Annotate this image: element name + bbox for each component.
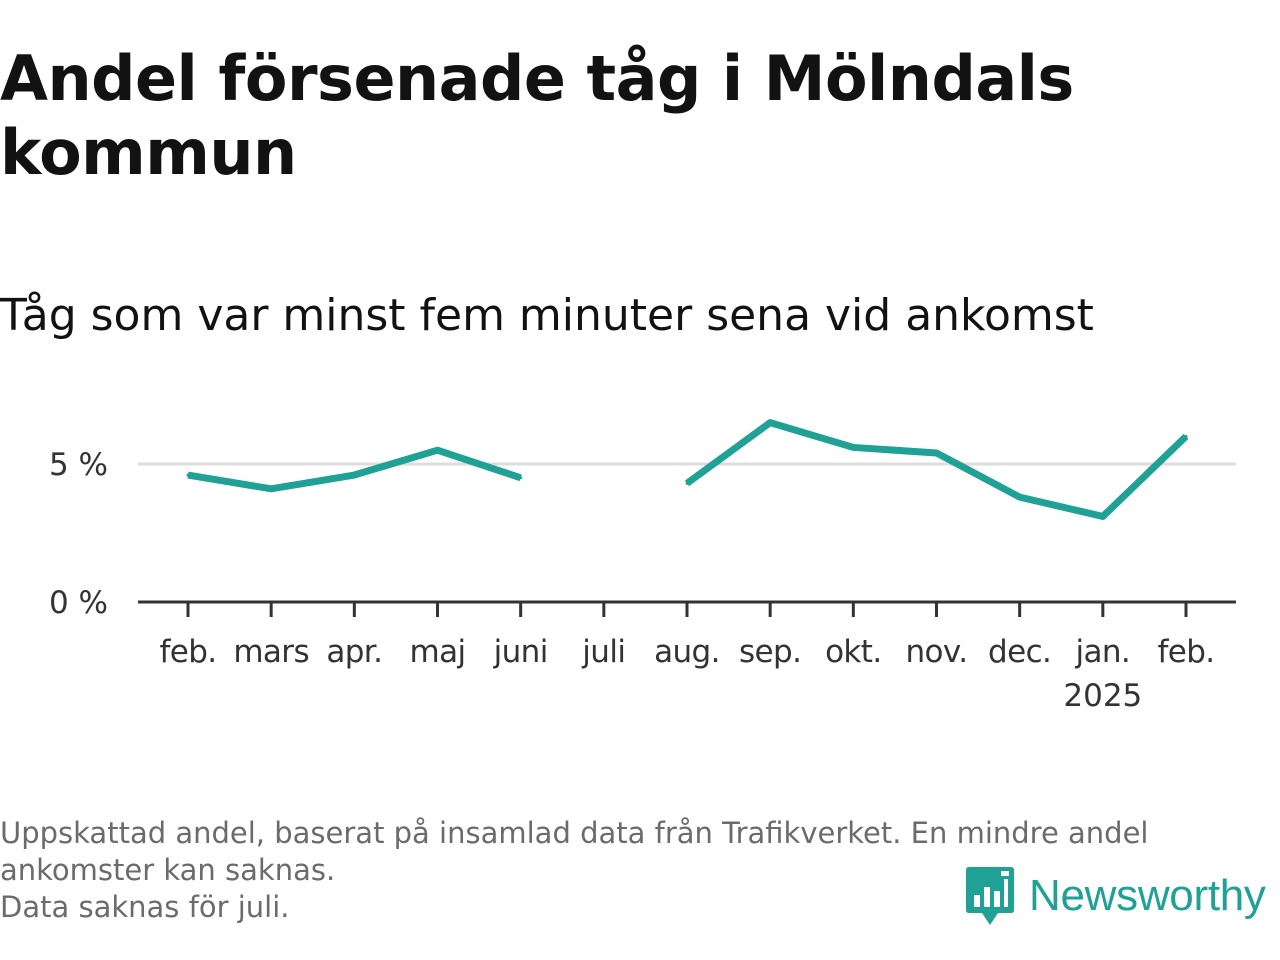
- x-tick-label: sep.: [739, 634, 801, 670]
- x-tick-label: mars: [233, 634, 309, 670]
- x-tick-label: juli: [581, 634, 625, 670]
- chart-title: Andel försenade tåg i Mölndals kommun: [0, 42, 1074, 189]
- x-tick-label: apr.: [326, 634, 382, 670]
- line-chart: 0 % 5 % feb. mars apr. maj juni juli aug. sep. ok…: [49, 419, 1236, 714]
- data-point: [352, 473, 356, 477]
- chart-footer: Uppskattad andel, baserat på insamlad da…: [0, 815, 1270, 926]
- x-axis: [138, 600, 1236, 617]
- x-tick-label: feb.: [1157, 634, 1214, 670]
- data-point: [519, 476, 523, 480]
- newsworthy-logo-text: Newsworthy: [1029, 871, 1266, 920]
- x-tick-label: maj: [409, 634, 465, 670]
- data-point: [685, 481, 689, 485]
- x-tick-label: okt.: [825, 634, 882, 670]
- data-point: [1101, 514, 1105, 518]
- x-tick-label: nov.: [905, 634, 967, 670]
- data-point: [1018, 495, 1022, 499]
- x-tick-label: juni: [493, 634, 548, 670]
- footer-source-note: Uppskattad andel, baserat på insamlad da…: [0, 816, 1149, 887]
- chart-subtitle: Tåg som var minst fem minuter sena vid a…: [0, 290, 1094, 341]
- x-tick-label: dec.: [988, 634, 1051, 670]
- data-point: [269, 487, 273, 491]
- data-point: [935, 451, 938, 455]
- newsworthy-logo-icon: [966, 867, 1014, 925]
- y-tick-labels: 0 % 5 %: [49, 447, 108, 621]
- series-line-segment: [684, 419, 1189, 520]
- y-tick-label: 0 %: [49, 585, 108, 621]
- x-tick-labels: feb. mars apr. maj juni juli aug. sep. okt. nov. d…: [159, 634, 1215, 714]
- data-point: [768, 421, 772, 425]
- data-point: [186, 473, 190, 477]
- data-point: [851, 445, 855, 449]
- x-tick-label: feb.: [159, 634, 216, 670]
- y-tick-label: 5 %: [49, 447, 108, 483]
- data-point: [436, 448, 439, 452]
- series-line-segment: [187, 446, 522, 493]
- x-year-label: 2025: [1063, 678, 1142, 714]
- footer-missing-data-note: Data saknas för juli.: [0, 890, 290, 924]
- data-point: [1184, 434, 1188, 438]
- x-tick-label: jan.: [1074, 634, 1130, 670]
- newsworthy-logo: Newsworthy: [965, 864, 1266, 928]
- data-series: [186, 419, 1189, 520]
- x-tick-label: aug.: [654, 634, 720, 670]
